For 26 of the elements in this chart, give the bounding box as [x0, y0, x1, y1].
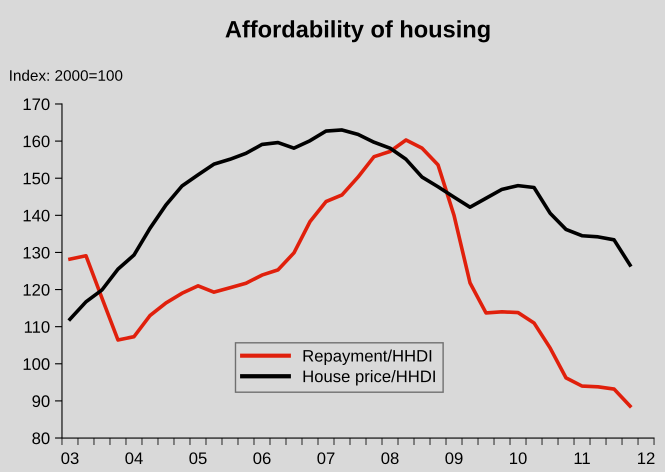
- y-axis-title: Index: 2000=100: [10, 70, 122, 81]
- line-series: [68, 138, 632, 408]
- x-tick-label: 10: [510, 452, 527, 464]
- y-tick-label: 140: [24, 210, 50, 222]
- chart-title: Affordability of housing: [225, 20, 490, 42]
- legend-label: Repayment/HHDI: [304, 349, 432, 365]
- y-tick-label: 160: [24, 136, 50, 148]
- legend-label: House price/HHDI: [304, 370, 435, 386]
- line-series: [68, 128, 632, 322]
- y-tick-label: 100: [24, 358, 50, 370]
- x-tick-label: 11: [574, 452, 590, 464]
- y-tick-label: 80: [32, 432, 50, 444]
- x-tick-label: 12: [638, 452, 654, 464]
- x-tick-label: 04: [125, 452, 143, 464]
- x-tick-label: 09: [445, 452, 462, 464]
- y-tick-label: 110: [24, 321, 50, 333]
- y-tick-label: 130: [24, 246, 50, 259]
- x-tick-label: 05: [189, 452, 207, 464]
- y-tick-label: 120: [24, 284, 50, 296]
- x-tick-label: 08: [381, 452, 399, 464]
- x-tick-label: 06: [253, 452, 271, 464]
- x-tick-label: 07: [317, 452, 334, 464]
- x-tick-label: 03: [61, 452, 79, 464]
- y-tick-label: 170: [24, 98, 50, 110]
- y-tick-label: 90: [32, 395, 50, 408]
- y-tick-label: 150: [24, 172, 50, 184]
